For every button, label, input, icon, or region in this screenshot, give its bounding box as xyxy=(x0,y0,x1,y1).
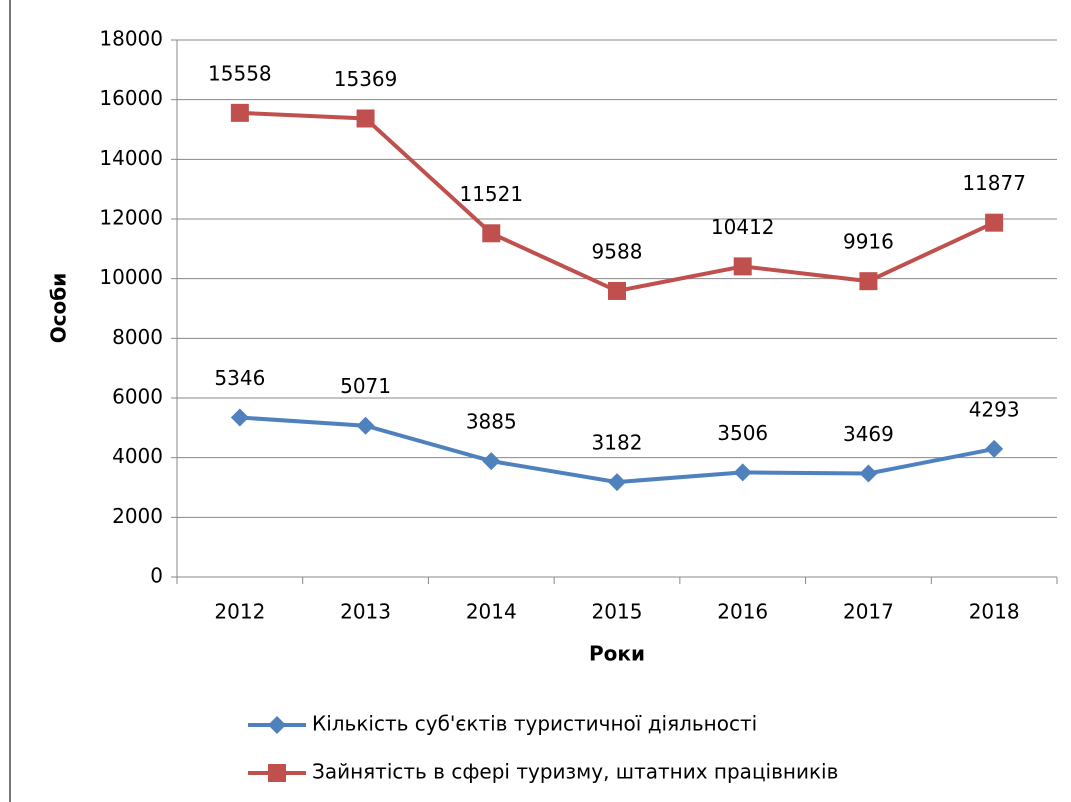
data-label: 11521 xyxy=(459,182,523,206)
y-tick-label: 16000 xyxy=(99,86,163,110)
data-label: 3469 xyxy=(843,422,894,446)
marker xyxy=(268,716,286,734)
x-tick-label: 2012 xyxy=(214,600,265,624)
y-tick-label: 14000 xyxy=(99,146,163,170)
marker xyxy=(733,257,752,276)
x-axis-label: Роки xyxy=(589,642,645,666)
x-tick-label: 2016 xyxy=(717,600,768,624)
data-label: 5346 xyxy=(214,366,265,390)
data-label: 5071 xyxy=(340,374,391,398)
y-tick-label: 8000 xyxy=(112,325,163,349)
data-label: 9916 xyxy=(843,230,894,254)
data-label: 15369 xyxy=(334,67,398,91)
series-line xyxy=(239,110,995,294)
y-tick-label: 10000 xyxy=(99,265,163,289)
marker xyxy=(985,213,1004,232)
marker xyxy=(356,416,375,435)
y-tick-label: 6000 xyxy=(112,385,163,409)
x-tick-label: 2015 xyxy=(592,600,643,624)
marker xyxy=(733,463,752,482)
data-label: 15558 xyxy=(208,61,272,85)
x-tick-label: 2014 xyxy=(466,600,517,624)
marker xyxy=(230,103,249,122)
marker xyxy=(356,109,375,128)
marker xyxy=(859,464,878,483)
legend-label: Кількість суб'єктів туристичної діяльнос… xyxy=(312,712,757,736)
x-tick-label: 2017 xyxy=(843,600,894,624)
data-label: 3885 xyxy=(466,410,517,434)
data-label: 9588 xyxy=(592,239,643,263)
marker xyxy=(268,764,286,782)
x-tick-label: 2013 xyxy=(340,600,391,624)
y-tick-label: 2000 xyxy=(112,504,163,528)
data-label: 10412 xyxy=(711,215,775,239)
y-tick-label: 0 xyxy=(150,564,163,588)
data-label: 11877 xyxy=(962,171,1026,195)
y-tick-label: 12000 xyxy=(99,206,163,230)
marker xyxy=(859,272,878,291)
y-tick-label: 18000 xyxy=(99,27,163,51)
marker xyxy=(482,452,501,471)
y-tick-label: 4000 xyxy=(112,444,163,468)
marker xyxy=(985,439,1004,458)
data-label: 3182 xyxy=(592,431,643,455)
legend-label: Зайнятість в сфері туризму, штатних прац… xyxy=(312,760,838,784)
x-tick-label: 2018 xyxy=(969,600,1020,624)
data-label: 3506 xyxy=(717,421,768,445)
marker xyxy=(608,473,626,492)
marker xyxy=(230,408,249,427)
marker xyxy=(482,224,501,243)
marker xyxy=(608,281,626,300)
data-label: 4293 xyxy=(969,397,1020,421)
y-axis-label: Особи xyxy=(47,273,71,344)
